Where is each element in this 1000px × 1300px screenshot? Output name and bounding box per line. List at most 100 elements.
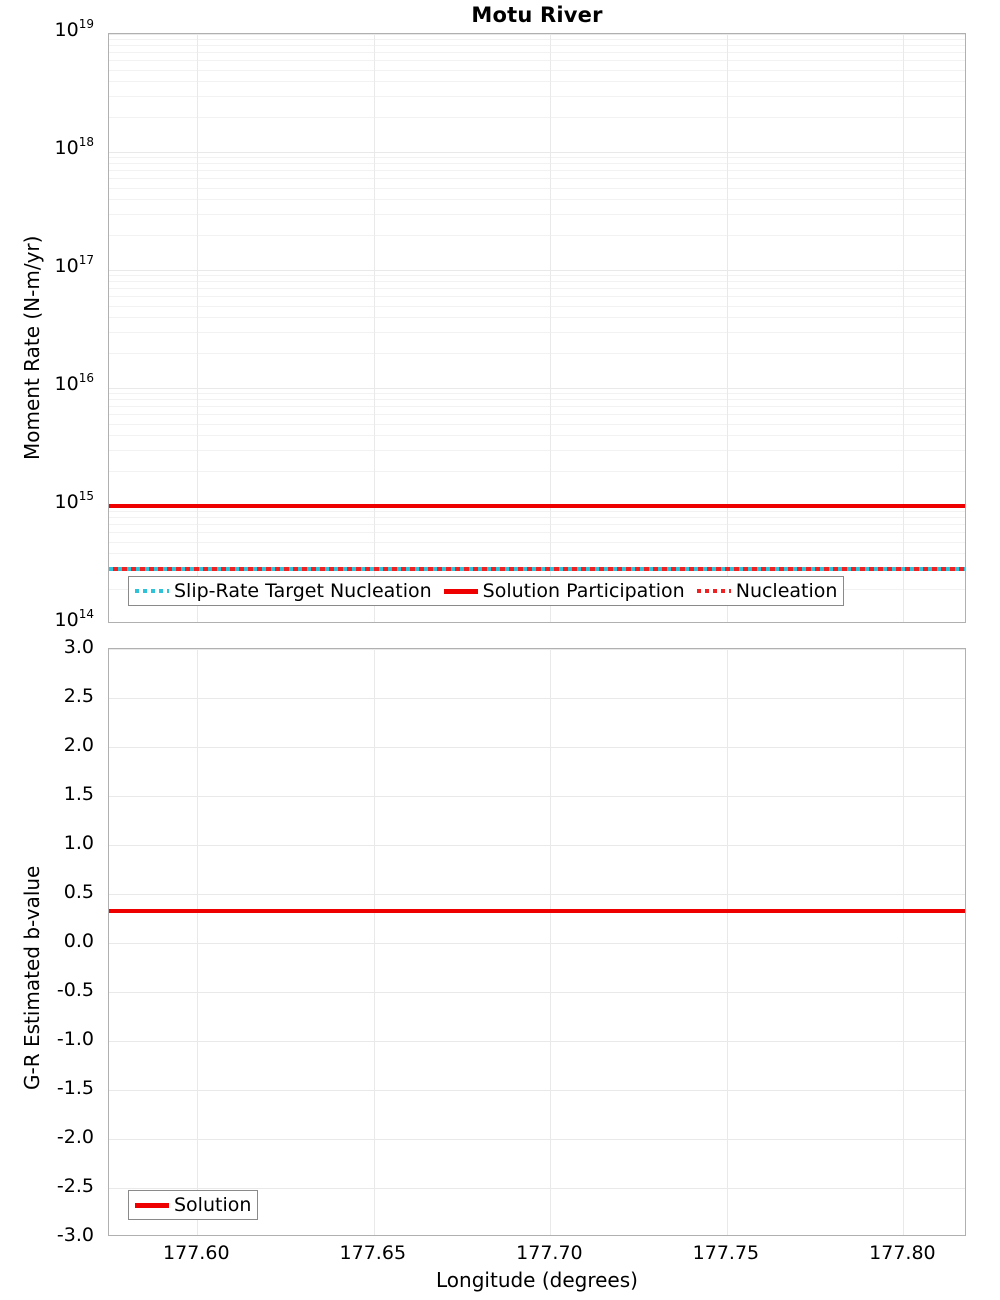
gridline-minor-horizontal (109, 288, 965, 290)
legend-label: Nucleation (735, 579, 838, 602)
gridline-minor-horizontal (109, 435, 965, 436)
gridline-major-horizontal (109, 152, 965, 153)
gridline-vertical (550, 34, 552, 622)
b-value-legend: Solution (128, 1190, 259, 1220)
gridline-major-horizontal (109, 270, 965, 271)
gridline-minor-horizontal (109, 517, 965, 519)
y-tick-label: 1019 (54, 17, 94, 41)
gridline-minor-horizontal (109, 45, 965, 47)
moment-rate-legend-entry[interactable]: Slip-Rate Target Nucleation (135, 580, 432, 602)
b-value-plot-area (108, 648, 966, 1236)
gridline-horizontal (109, 747, 965, 748)
gridline-minor-horizontal (109, 170, 965, 172)
y-tick-label: 1016 (54, 371, 94, 395)
gridline-vertical (373, 649, 375, 1235)
gridline-vertical (903, 649, 905, 1235)
gridline-vertical (197, 34, 199, 622)
gridline-horizontal (109, 698, 965, 699)
gridline-minor-horizontal (109, 470, 965, 472)
gridline-minor-horizontal (109, 414, 965, 416)
gridline-minor-horizontal (109, 352, 965, 354)
gridline-minor-horizontal (109, 275, 965, 277)
gridline-major-horizontal (109, 388, 965, 389)
gridline-minor-horizontal (109, 157, 965, 159)
gridline-minor-horizontal (109, 541, 965, 543)
y-tick-label: 1.5 (63, 783, 94, 805)
x-tick-label: 177.60 (163, 1242, 230, 1264)
y-tick-label: 1.0 (63, 832, 94, 854)
gridline-vertical (726, 649, 728, 1235)
gridline-minor-horizontal (109, 81, 965, 82)
gridline-vertical (550, 649, 552, 1235)
gridline-horizontal (109, 1188, 965, 1189)
gridline-minor-horizontal (109, 511, 965, 513)
moment-rate-axis-label: Moment Rate (N-m/yr) (20, 235, 44, 460)
gridline-minor-horizontal (109, 178, 965, 180)
gridline-minor-horizontal (109, 95, 965, 97)
y-tick-label: 1015 (54, 489, 94, 513)
longitude-axis-label: Longitude (degrees) (436, 1268, 638, 1292)
gridline-horizontal (109, 943, 965, 944)
x-tick-label: 177.70 (516, 1242, 583, 1264)
y-tick-label: 2.0 (63, 734, 94, 756)
moment-rate-legend-entry[interactable]: Nucleation (696, 579, 838, 602)
gridline-minor-horizontal (109, 187, 965, 189)
moment-rate-plot-area (108, 33, 966, 623)
x-tick-label: 177.65 (339, 1242, 407, 1264)
gridline-minor-horizontal (109, 399, 965, 401)
y-tick-label: -3.0 (56, 1224, 94, 1246)
gridline-horizontal (109, 796, 965, 797)
y-tick-label: -2.0 (56, 1126, 94, 1148)
legend-label: Solution (174, 1193, 252, 1216)
gridline-minor-horizontal (109, 532, 965, 534)
legend-label: Solution Participation (482, 579, 685, 602)
gridline-minor-horizontal (109, 393, 965, 395)
y-tick-label: -1.5 (56, 1077, 94, 1099)
y-tick-label: 1014 (54, 607, 94, 631)
gridline-horizontal (109, 1041, 965, 1042)
gridline-minor-horizontal (109, 317, 965, 318)
gridline-minor-horizontal (109, 305, 965, 307)
gridline-major-horizontal (109, 34, 965, 35)
y-tick-label: -0.5 (56, 979, 94, 1001)
gridline-minor-horizontal (109, 331, 965, 333)
moment-rate-y-ticks: 1014 1015 1016 1017 1018 1019 (2, 18, 102, 630)
gridline-horizontal (109, 992, 965, 993)
gridline-minor-horizontal (109, 553, 965, 554)
legend-line-swatch-icon (135, 1202, 169, 1208)
gridline-minor-horizontal (109, 199, 965, 200)
moment-rate-legend: Slip-Rate Target Nucleation Solution Part… (128, 576, 845, 606)
gridline-minor-horizontal (109, 213, 965, 215)
b-value-legend-entry[interactable]: Solution (135, 1193, 252, 1216)
gridline-minor-horizontal (109, 406, 965, 408)
gridline-minor-horizontal (109, 524, 965, 526)
y-tick-label: -1.0 (56, 1028, 94, 1050)
b-value-axis-label: G-R Estimated b-value (20, 865, 44, 1090)
gridline-minor-horizontal (109, 163, 965, 165)
gridline-vertical (197, 649, 199, 1235)
gridline-minor-horizontal (109, 449, 965, 451)
gridline-horizontal (109, 845, 965, 846)
y-tick-label: 1017 (54, 253, 94, 277)
gridline-minor-horizontal (109, 60, 965, 62)
gridline-minor-horizontal (109, 423, 965, 425)
b-value-y-ticks: 3.0 2.5 2.0 1.5 1.0 0.5 0.0 -0.5 -1.0 -1.5 -2.0 -2.… (2, 638, 102, 1245)
y-tick-label: 3.0 (63, 636, 94, 658)
gridline-horizontal (109, 1139, 965, 1140)
gridline-vertical (373, 34, 375, 622)
gridline-minor-horizontal (109, 116, 965, 118)
moment-rate-legend-entry[interactable]: Solution Participation (443, 579, 685, 602)
y-tick-label: 0.0 (63, 930, 94, 952)
y-tick-label: 0.5 (63, 881, 94, 903)
y-tick-label: -2.5 (56, 1175, 94, 1197)
legend-line-swatch-icon (135, 589, 169, 593)
gridline-vertical (726, 34, 728, 622)
gridline-minor-horizontal (109, 39, 965, 41)
y-tick-label: 2.5 (63, 685, 94, 707)
gridline-horizontal (109, 649, 965, 650)
gridline-minor-horizontal (109, 234, 965, 236)
gridline-horizontal (109, 894, 965, 895)
x-tick-label: 177.75 (692, 1242, 760, 1264)
legend-line-swatch-icon (696, 589, 731, 593)
